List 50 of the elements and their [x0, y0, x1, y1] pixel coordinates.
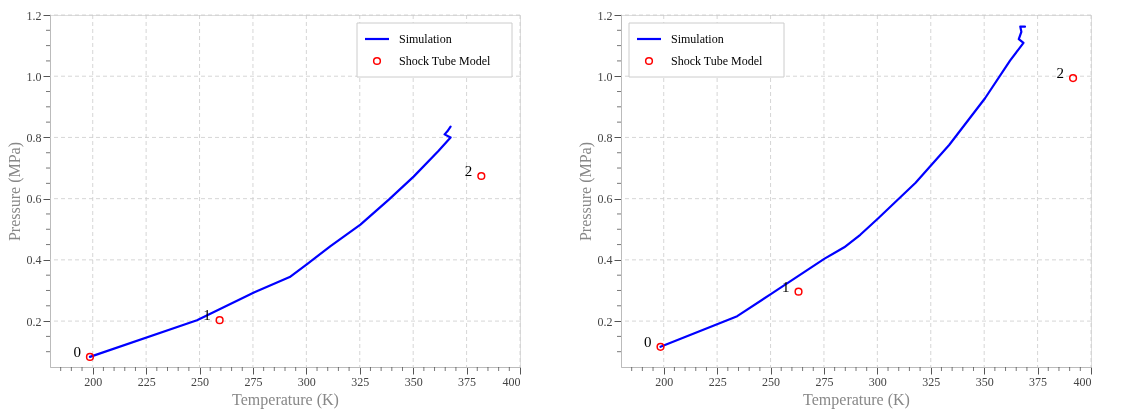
point — [656, 342, 665, 351]
y-tick-label: 1.0 — [26, 69, 42, 84]
y-tick-label: 0.6 — [26, 192, 42, 207]
y-tick-label: 0.2 — [26, 314, 42, 329]
x-tick-label: 400 — [502, 374, 521, 389]
point — [794, 287, 803, 296]
y-tick-label: 0.2 — [597, 314, 613, 329]
x-tick-label: 300 — [868, 374, 887, 389]
y-tick-label: 0.4 — [597, 253, 613, 268]
y-tick-label: 1.0 — [597, 69, 613, 84]
x-tick-label: 350 — [404, 374, 423, 389]
y-tick-label: 1.2 — [597, 8, 613, 23]
annotation: 0 — [644, 333, 652, 350]
legend-label: Simulation — [671, 32, 724, 46]
y-tick-label: 0.8 — [597, 130, 613, 145]
point — [215, 316, 224, 325]
x-tick-label: 400 — [1073, 374, 1092, 389]
point — [85, 352, 95, 361]
annotation: 0 — [73, 343, 81, 360]
x-tick-label: 375 — [458, 374, 477, 389]
y-tick-label: 0.4 — [26, 253, 42, 268]
x-axis-title: Temperature (K) — [803, 390, 910, 409]
y-tick-label: 0.8 — [26, 130, 42, 145]
x-tick-label: 200 — [655, 374, 674, 389]
point — [477, 171, 486, 181]
x-tick-label: 250 — [762, 374, 781, 389]
x-tick-label: 300 — [297, 374, 316, 389]
x-tick-label: 250 — [191, 374, 210, 389]
annotation: 2 — [464, 163, 473, 179]
x-axis-title: Temperature (K) — [232, 390, 339, 409]
y-tick-label: 1.2 — [26, 8, 42, 23]
legend-label: Shock Tube Model — [399, 54, 492, 68]
y-tick-label: 0.6 — [597, 192, 613, 207]
line-series — [659, 25, 1027, 348]
x-tick-label: 375 — [1029, 374, 1048, 389]
x-tick-label: 225 — [137, 374, 156, 389]
x-tick-label: 225 — [708, 374, 727, 389]
legend-label: Simulation — [399, 32, 452, 46]
x-tick-label: 325 — [351, 374, 370, 389]
line-series — [88, 125, 452, 358]
x-tick-label: 275 — [815, 374, 834, 389]
annotation: 2 — [1056, 65, 1065, 82]
y-axis-title: Pressure (MPa) — [5, 141, 24, 242]
x-tick-label: 325 — [922, 374, 941, 389]
x-tick-label: 350 — [975, 374, 994, 389]
legend-label: Shock Tube Model — [671, 54, 764, 68]
x-tick-label: 200 — [84, 374, 103, 389]
point — [1068, 73, 1078, 83]
y-axis-title: Pressure (MPa) — [576, 141, 595, 242]
x-tick-label: 275 — [244, 374, 263, 389]
